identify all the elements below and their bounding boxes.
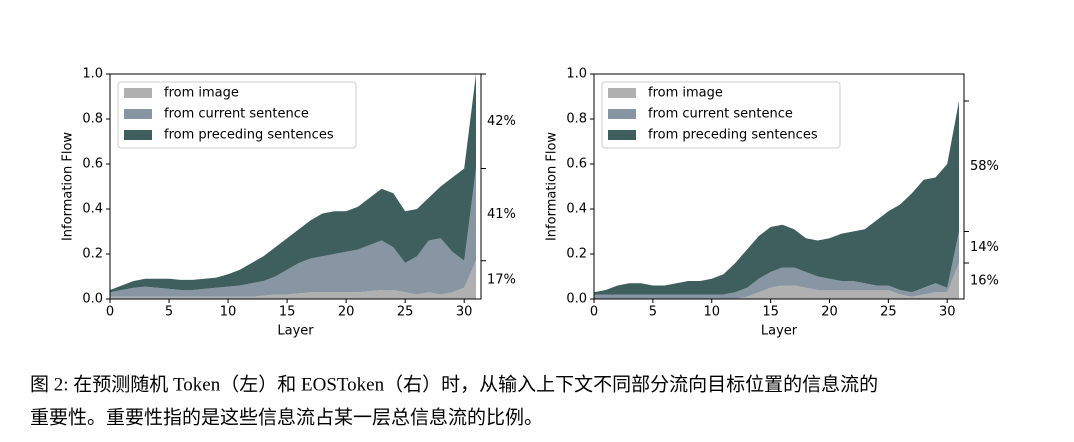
x-axis-label: Layer — [277, 324, 314, 339]
x-tick-label: 0 — [106, 305, 114, 320]
caption-line: 重要性。重要性指的是这些信息流占某一层总信息流的比例。 — [30, 406, 543, 428]
x-axis-label: Layer — [761, 324, 798, 339]
x-tick-label: 10 — [220, 305, 237, 320]
legend-swatch — [124, 130, 152, 140]
area — [110, 168, 476, 297]
legend-box — [117, 81, 357, 149]
legend-label: from image — [648, 86, 723, 101]
y-axis-label: Information Flow — [545, 132, 560, 241]
y-tick-label: 1.0 — [566, 67, 587, 82]
y-tick-label: 0.6 — [82, 157, 103, 172]
x-tick-label: 30 — [456, 305, 473, 320]
share-label: 58% — [970, 159, 999, 174]
y-tick-label: 0.8 — [566, 112, 587, 127]
x-tick-label: 30 — [939, 305, 956, 320]
legend-swatch — [608, 109, 636, 119]
y-tick-label: 0.4 — [82, 202, 103, 217]
legend-swatch — [608, 88, 636, 98]
y-tick-label: 0.2 — [566, 247, 587, 262]
caption-line: 图 2: 在预测随机 Token（左）和 EOSToken（右）时，从输入上下文… — [30, 373, 878, 395]
x-tick-label: 25 — [880, 305, 897, 320]
legend-swatch — [124, 88, 152, 98]
y-tick-label: 0.0 — [82, 292, 103, 307]
y-tick-label: 0.0 — [566, 292, 587, 307]
y-tick-label: 1.0 — [82, 67, 103, 82]
legend-swatch — [608, 130, 636, 140]
y-tick-label: 0.4 — [566, 202, 587, 217]
x-tick-label: 25 — [397, 305, 414, 320]
y-tick-label: 0.6 — [566, 157, 587, 172]
y-tick-label: 0.2 — [82, 247, 103, 262]
x-tick-label: 0 — [590, 305, 598, 320]
share-label: 17% — [487, 272, 516, 287]
legend-swatch — [124, 109, 152, 119]
y-axis-label: Information Flow — [61, 132, 76, 241]
share-label: 41% — [487, 207, 516, 222]
share-label: 42% — [487, 114, 516, 129]
x-tick-label: 15 — [279, 305, 296, 320]
x-tick-label: 20 — [338, 305, 355, 320]
x-tick-label: 5 — [649, 305, 657, 320]
area — [110, 74, 476, 293]
plot-frame — [109, 73, 482, 300]
area — [110, 260, 476, 299]
legend-box — [601, 81, 841, 149]
x-tick-label: 10 — [703, 305, 720, 320]
x-tick-label: 15 — [762, 305, 779, 320]
x-tick-label: 20 — [821, 305, 838, 320]
area — [594, 101, 959, 295]
y-tick-label: 0.8 — [82, 112, 103, 127]
share-label: 16% — [970, 274, 999, 289]
plot-frame — [593, 73, 965, 300]
legend-label: from image — [164, 86, 239, 101]
x-tick-label: 5 — [165, 305, 173, 320]
area — [594, 231, 959, 299]
share-label: 14% — [970, 240, 999, 255]
legend-label: from current sentence — [164, 107, 309, 122]
legend-label: from current sentence — [648, 107, 793, 122]
legend-label: from preceding sentences — [164, 128, 334, 143]
legend-label: from preceding sentences — [648, 128, 818, 143]
